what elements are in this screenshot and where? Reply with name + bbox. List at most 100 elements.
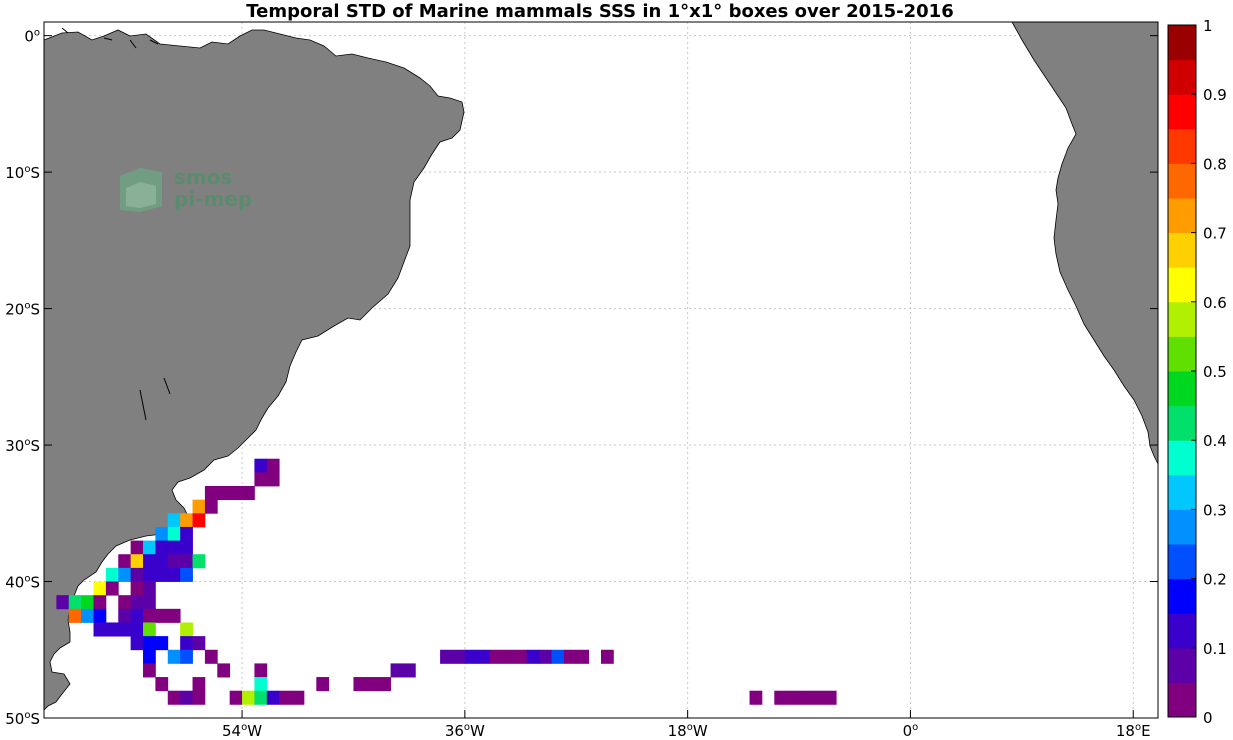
std-cell <box>81 595 94 610</box>
std-cell <box>167 554 181 569</box>
std-cell <box>551 649 565 664</box>
std-cell <box>130 567 144 582</box>
std-cell <box>93 622 107 637</box>
colorbar-segment <box>1168 578 1196 614</box>
std-cell <box>576 649 590 664</box>
std-cell <box>254 690 268 705</box>
std-cell <box>143 581 156 596</box>
colorbar-tick-label: 0.8 <box>1203 155 1227 173</box>
std-cell <box>477 649 490 664</box>
std-cell <box>68 595 82 610</box>
std-cell <box>563 649 577 664</box>
std-cell <box>452 649 466 664</box>
std-cell <box>130 622 144 637</box>
std-cell <box>155 526 169 541</box>
sss-std-cells <box>56 458 837 705</box>
colorbar-segment <box>1168 267 1196 303</box>
africa-landmass <box>1011 21 1159 465</box>
x-tick-label: 18oW <box>668 722 708 740</box>
std-cell <box>118 608 132 623</box>
colorbar-segment <box>1168 613 1196 649</box>
colorbar: 0 0.1 0.2 0.3 0.4 0.5 0.6 0.7 0.8 0.9 1 <box>1167 17 1227 727</box>
y-tick-label: 30oS <box>5 437 40 455</box>
std-cell <box>130 540 144 555</box>
colorbar-ticks: 0 0.1 0.2 0.3 0.4 0.5 0.6 0.7 0.8 0.9 1 <box>1191 17 1227 727</box>
colorbar-tick-label: 0.4 <box>1203 432 1227 450</box>
std-cell <box>155 540 169 555</box>
std-cell <box>180 649 193 664</box>
std-cell <box>192 513 206 528</box>
std-cell <box>217 663 231 678</box>
chart-title: Temporal STD of Marine mammals SSS in 1°… <box>246 1 953 22</box>
colorbar-segment <box>1168 544 1196 580</box>
std-cell <box>118 567 132 582</box>
std-cell <box>118 554 132 569</box>
smos-pi-mep-watermark: smos pi-mep <box>120 165 252 212</box>
std-cell <box>130 554 144 569</box>
std-cell <box>155 677 169 692</box>
std-cell <box>155 567 169 582</box>
colorbar-segment <box>1168 440 1196 476</box>
std-cell <box>501 649 515 664</box>
std-cell <box>291 690 305 705</box>
colorbar-segment <box>1168 509 1196 545</box>
map-area: smos pi-mep 54oW 36oW 18oW 0o 18oE 0o 10oS 20o… <box>5 21 1159 740</box>
y-tick-label: 20oS <box>5 301 40 319</box>
std-cell <box>749 690 763 705</box>
colorbar-segment <box>1168 198 1196 234</box>
std-cell <box>143 595 156 610</box>
std-cell <box>489 649 503 664</box>
std-cell <box>167 567 181 582</box>
south-america-coast-detail <box>61 27 171 421</box>
std-cell <box>266 472 280 487</box>
std-cell <box>402 663 416 678</box>
std-cell <box>204 486 218 501</box>
std-cell <box>180 540 193 555</box>
smos-logo-icon <box>120 168 162 212</box>
std-cell <box>799 690 812 705</box>
std-cell <box>378 677 391 692</box>
std-cell <box>93 595 107 610</box>
std-cell <box>180 690 193 705</box>
x-tick-label: 0o <box>903 722 919 740</box>
std-cell <box>440 649 453 664</box>
std-cell <box>192 690 206 705</box>
colorbar-segment <box>1168 59 1196 95</box>
y-tick-label: 10oS <box>5 164 40 182</box>
colorbar-tick-label: 0.5 <box>1203 363 1227 381</box>
y-axis-ticks: 0o 10oS 20oS 30oS 40oS 50oS <box>5 28 1158 728</box>
x-tick-label: 18oE <box>1116 722 1151 740</box>
colorbar-segment <box>1168 474 1196 510</box>
x-tick-label: 36oW <box>445 722 485 740</box>
colorbar-segments <box>1168 25 1196 718</box>
colorbar-tick-label: 0 <box>1203 709 1213 727</box>
std-cell <box>118 595 132 610</box>
std-cell <box>811 690 825 705</box>
std-cell <box>539 649 552 664</box>
std-cell <box>105 567 119 582</box>
std-cell <box>130 636 144 651</box>
std-cell <box>167 649 181 664</box>
colorbar-tick-label: 0.7 <box>1203 225 1227 243</box>
std-cell <box>266 458 280 473</box>
std-cell <box>143 567 156 582</box>
map-frame <box>43 21 1159 719</box>
std-cell <box>180 554 193 569</box>
std-cell <box>143 554 156 569</box>
std-cell <box>105 622 119 637</box>
std-cell <box>365 677 379 692</box>
colorbar-tick-label: 0.2 <box>1203 571 1227 589</box>
colorbar-segment <box>1168 371 1196 407</box>
std-cell <box>130 608 144 623</box>
colorbar-segment <box>1168 682 1196 718</box>
std-cell <box>786 690 800 705</box>
std-cell <box>514 649 528 664</box>
y-tick-label: 40oS <box>5 574 40 592</box>
std-cell <box>143 540 156 555</box>
std-cell <box>68 608 82 623</box>
colorbar-segment <box>1168 405 1196 441</box>
std-cell <box>204 499 218 514</box>
std-cell <box>143 636 156 651</box>
std-cell <box>167 513 181 528</box>
